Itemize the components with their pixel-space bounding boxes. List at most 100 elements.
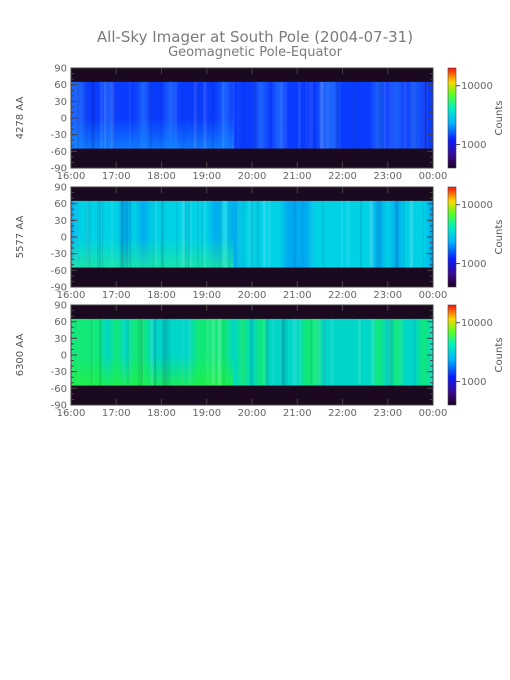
panel-2-streak xyxy=(266,318,269,386)
panel-0-xtick-label: 17:00 xyxy=(102,171,131,182)
panel-1-xtick-label: 16:00 xyxy=(57,290,86,301)
panel-1-streak xyxy=(225,200,228,268)
panel-1-xtick-label: 21:00 xyxy=(283,290,312,301)
panel-2-streak xyxy=(212,318,215,386)
panel-0-streak xyxy=(353,81,356,149)
panel-0-ytick-label: 60 xyxy=(54,80,67,91)
panel-0-xtick-label: 21:00 xyxy=(283,171,312,182)
panel-1-streak xyxy=(380,200,382,268)
panel-0-streak xyxy=(92,81,95,149)
panel-0-streak xyxy=(90,81,93,149)
panel-1-band-lower-glow xyxy=(71,237,234,268)
panel-2-streak xyxy=(77,318,80,386)
panel-2-streak xyxy=(122,318,126,386)
panel-2-streak xyxy=(205,318,209,386)
panel-1-streak xyxy=(250,200,254,268)
panel-2-colorbar-label: Counts xyxy=(494,338,505,373)
panel-1-streak xyxy=(262,200,266,268)
panel-2-ytick-label: -60 xyxy=(51,384,67,395)
panel-0-streak xyxy=(336,81,339,149)
panel-0-streak xyxy=(174,81,177,149)
panel-1-colorbar-tick-label: 10000 xyxy=(461,200,493,211)
panel-1-streak xyxy=(222,200,227,268)
panel-1-streak xyxy=(395,200,399,268)
panel-2-ylabel: 6300 AA xyxy=(15,334,26,377)
panel-1-ytick-label: 30 xyxy=(54,216,67,227)
panel-1-xtick-label: 00:00 xyxy=(419,290,448,301)
panel-2-streak xyxy=(293,318,297,386)
figure-subtitle: Geomagnetic Pole-Equator xyxy=(168,45,342,60)
panel-1-streak xyxy=(181,200,185,268)
panel-1-streak xyxy=(346,200,350,268)
panel-2-streak xyxy=(357,318,361,386)
panel-1-streak xyxy=(85,200,89,268)
panel-0-ytick-label: -30 xyxy=(51,130,67,141)
panel-2-streak xyxy=(128,318,132,386)
panel-0-ytick-label: -90 xyxy=(51,164,67,175)
panel-2-xtick-label: 21:00 xyxy=(283,408,312,419)
panel-1-streak xyxy=(183,200,186,268)
panel-2-streak xyxy=(292,318,294,386)
panel-2-xtick-label: 16:00 xyxy=(57,408,86,419)
panel-0-streak xyxy=(232,81,235,149)
panel-2-xtick-label: 20:00 xyxy=(238,408,267,419)
panel-2-streak xyxy=(154,318,157,386)
panel-1-streak xyxy=(73,200,77,268)
panel-1-streak xyxy=(125,200,129,268)
panel-1-streak xyxy=(301,200,303,268)
panel-2-ytick-label: 90 xyxy=(54,301,67,312)
panel-0-streak xyxy=(387,81,390,149)
panel-0-streak xyxy=(378,81,382,149)
panel-1-streak xyxy=(203,200,207,268)
panel-0-streak xyxy=(384,81,387,149)
panel-2-streak xyxy=(138,318,142,386)
figure-title: All-Sky Imager at South Pole (2004-07-31… xyxy=(97,28,413,46)
panel-0-streak xyxy=(422,81,425,149)
panel-0-xtick-label: 22:00 xyxy=(328,171,357,182)
panel-0-ytick-label: 0 xyxy=(61,114,67,125)
panel-2-streak xyxy=(429,318,432,386)
panel-2-streak xyxy=(315,318,317,386)
panel-2-ytick-label: 60 xyxy=(54,317,67,328)
panel-0-streak xyxy=(425,81,428,149)
panel-1-ytick-label: -90 xyxy=(51,283,67,294)
panel-1-streak xyxy=(184,200,187,268)
panel-2-streak xyxy=(372,318,376,386)
panel-0-streak xyxy=(270,81,273,149)
panel-1-streak xyxy=(201,200,204,268)
panel-2-streak xyxy=(161,318,165,386)
panel-2-streak xyxy=(210,318,213,386)
panel-2-streak xyxy=(298,318,302,386)
panel-1-streak xyxy=(370,200,374,268)
panel-2-streak xyxy=(399,318,402,386)
panel-0-streak xyxy=(320,81,323,149)
panel-0-streak xyxy=(237,81,240,149)
panel-1-streak xyxy=(256,200,260,268)
panel-2-ytick-label: 0 xyxy=(61,351,67,362)
panel-1-streak xyxy=(161,200,165,268)
panel-2-streak xyxy=(323,318,326,386)
panel-1-streak xyxy=(293,200,297,268)
panel-2-streak xyxy=(90,318,93,386)
panel-2-streak xyxy=(164,318,168,386)
panel-0-streak xyxy=(314,81,316,149)
panel-1-streak xyxy=(154,200,157,268)
panel-2-streak xyxy=(395,318,397,386)
panel-1-ytick-label: 90 xyxy=(54,183,67,194)
panel-0-streak xyxy=(183,81,186,149)
panel-1-ytick-label: -60 xyxy=(51,266,67,277)
panel-1-streak xyxy=(189,200,192,268)
panel-0-streak xyxy=(105,81,108,149)
panel-0-streak xyxy=(326,81,329,149)
panel-1-ylabel: 5577 AA xyxy=(15,216,26,259)
panel-0-streak xyxy=(411,81,414,149)
panel-2-streak xyxy=(330,318,334,386)
panel-0-streak xyxy=(353,81,355,149)
panel-1-streak xyxy=(88,200,91,268)
panel-1-streak xyxy=(110,200,114,268)
panel-0-streak xyxy=(136,81,140,149)
panel-0-streak xyxy=(100,81,103,149)
panel-1-xtick-label: 20:00 xyxy=(238,290,267,301)
